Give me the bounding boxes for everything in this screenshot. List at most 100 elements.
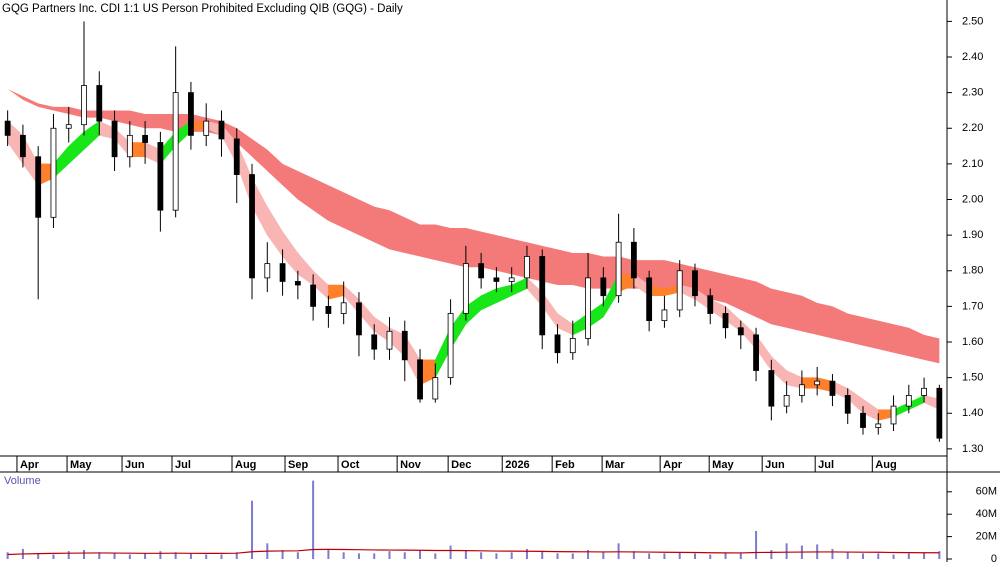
candle-body [81, 85, 87, 126]
candle-body [142, 134, 149, 143]
candle-body [829, 380, 836, 396]
candle-body [50, 127, 57, 218]
x-tick-label: Aug [235, 459, 256, 471]
x-tick-label: 2026 [505, 459, 529, 471]
volume-bar [327, 548, 330, 559]
volume-bar [923, 552, 926, 559]
candle-body [126, 134, 133, 158]
candle-body [417, 359, 423, 400]
candle-body [96, 85, 103, 122]
y-tick-label: 1.90 [962, 229, 983, 241]
volume-bar [480, 552, 483, 559]
volume-bar [846, 552, 849, 559]
volume-bar [403, 552, 406, 559]
volume-bar [388, 551, 391, 559]
volume-bar [556, 553, 559, 559]
candle-body [401, 330, 408, 361]
candle-body [218, 120, 225, 140]
volume-bar [663, 553, 666, 559]
candle-body [569, 338, 576, 354]
y-tick-label: 2.40 [962, 51, 983, 63]
candle-body [356, 302, 362, 336]
candle-body [340, 302, 347, 314]
candle-body [508, 277, 515, 282]
volume-bar [37, 553, 40, 559]
x-tick-label: Feb [555, 459, 575, 471]
candle-body [203, 120, 210, 136]
x-tick-label: Apr [20, 459, 40, 471]
y-tick-label: 1.30 [962, 443, 983, 455]
volume-bar [510, 552, 513, 559]
candle-body [478, 263, 485, 279]
candle-body [890, 405, 897, 425]
volume-bar [373, 553, 376, 559]
candle-body [233, 138, 240, 175]
candle-body [111, 120, 118, 158]
candle-body [188, 92, 194, 136]
volume-bar [831, 548, 834, 559]
candle-body [35, 156, 42, 218]
y-tick-label: 1.50 [962, 372, 983, 384]
candle-body [722, 313, 729, 329]
volume-bar [251, 500, 254, 559]
volume-bar [587, 550, 590, 559]
volume-bar [83, 550, 86, 559]
volume-bar [159, 551, 162, 559]
x-tick-label: Jul [818, 459, 834, 471]
candle-body [447, 313, 454, 379]
x-tick-label: Aug [875, 459, 896, 471]
volume-bar [602, 552, 605, 559]
candle-body [630, 241, 637, 279]
volume-bar [434, 553, 437, 559]
volume-bar [678, 552, 681, 559]
x-tick-label: May [712, 459, 734, 471]
chart-title: GQG Partners Inc. CDI 1:1 US Person Proh… [2, 3, 403, 15]
candle-body [844, 395, 851, 414]
volume-bar [98, 552, 101, 559]
x-tick-label: Oct [341, 459, 360, 471]
volume-bar [281, 550, 284, 559]
candle-body [921, 387, 927, 396]
volume-bar [449, 545, 452, 559]
volume-bar [724, 553, 727, 559]
volume-bar [709, 554, 712, 559]
candle-body [310, 284, 317, 307]
x-tick-label: Sep [288, 459, 308, 471]
candle-body [585, 277, 591, 339]
candle-body [646, 277, 653, 322]
y-tick-label: 1.70 [962, 300, 983, 312]
volume-bar [419, 550, 422, 559]
volume-bar [189, 553, 192, 559]
y-tick-label: 2.00 [962, 193, 983, 205]
volume-y-tick-label: 60M [976, 486, 997, 498]
candle-body [249, 174, 255, 279]
candle-body [524, 256, 530, 279]
candle-body [371, 334, 378, 350]
volume-bar [877, 553, 880, 559]
candle-body [462, 263, 469, 314]
volume-bar [617, 543, 620, 559]
volume-bar [861, 553, 864, 559]
candle-body [615, 241, 622, 297]
candle-body [707, 295, 714, 314]
volume-bar [296, 552, 299, 559]
volume-bar [67, 551, 70, 559]
candle-body [753, 334, 759, 371]
volume-bar [144, 553, 147, 559]
x-tick-label: Mar [605, 459, 625, 471]
candle-body [386, 330, 393, 350]
x-tick-label: Nov [400, 459, 422, 471]
candle-body [783, 395, 790, 407]
volume-average [7, 548, 940, 556]
volume-bar [648, 553, 651, 559]
volume-bar [128, 554, 131, 559]
candle-body [737, 327, 744, 336]
candle-body [905, 395, 912, 407]
candle-body [768, 370, 775, 407]
candle-body [539, 256, 546, 336]
volume-bar [235, 552, 238, 559]
candle-body [4, 120, 11, 136]
x-tick-label: Jun [765, 459, 785, 471]
